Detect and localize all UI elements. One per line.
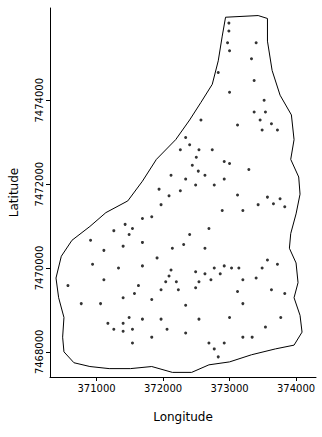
svg-text:374000: 374000: [277, 383, 315, 394]
svg-text:371000: 371000: [77, 383, 115, 394]
svg-text:7474000: 7474000: [34, 78, 45, 123]
svg-text:Longitude: Longitude: [153, 410, 213, 424]
svg-text:373000: 373000: [210, 383, 248, 394]
svg-text:7468000: 7468000: [34, 330, 45, 375]
svg-text:372000: 372000: [144, 383, 182, 394]
svg-text:7472000: 7472000: [34, 162, 45, 207]
svg-text:7470000: 7470000: [34, 246, 45, 291]
svg-text:Latitude: Latitude: [7, 168, 21, 217]
